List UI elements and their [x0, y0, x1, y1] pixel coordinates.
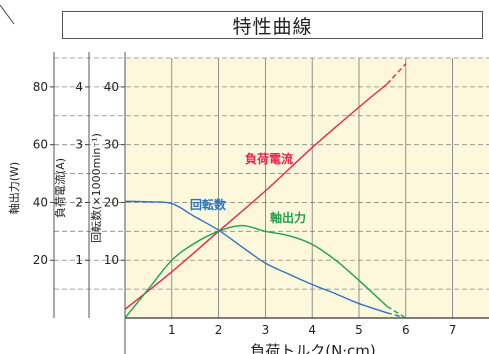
y-tick-label: 3 [75, 138, 83, 152]
corner-decoration [0, 4, 15, 25]
plot-background [125, 58, 489, 318]
chart-title: 特性曲線 [62, 11, 483, 39]
y-tick-label: 80 [33, 80, 48, 94]
y-tick-label: 2 [75, 195, 83, 209]
y-tick-label: 20 [104, 195, 119, 209]
series-layer [124, 63, 407, 319]
series-1 [124, 63, 407, 310]
label-layer: 20 40 60 80 軸出力(W) 1 2 3 4 負荷電流(A) 10 20 30 40 回転数(×10… [7, 80, 456, 354]
series-line-dashed [386, 63, 407, 85]
x-tick-label: 6 [402, 323, 410, 337]
series-annotation-1: 負荷電流 [245, 151, 293, 166]
series-line-solid [124, 224, 388, 319]
y-axis-title-1: 軸出力(W) [7, 162, 21, 214]
y-tick-label: 1 [75, 253, 83, 267]
series-line-dashed [386, 305, 407, 319]
x-tick-label: 2 [215, 323, 223, 337]
series-3 [124, 224, 407, 319]
y-tick-label: 10 [104, 253, 119, 267]
series-line-solid [124, 200, 388, 314]
x-axis-title: 負荷トルク(N·cm) [250, 342, 376, 354]
x-tick-label: 5 [355, 323, 363, 337]
y-tick-label: 60 [33, 138, 48, 152]
y-axis-title-3: 回転数(×1000min⁻¹) [90, 133, 103, 243]
y-tick-label: 4 [75, 80, 83, 94]
y-tick-label: 30 [104, 138, 119, 152]
series-annotation-2: 回転数 [190, 197, 227, 212]
axis-layer [50, 52, 489, 354]
x-tick-label: 4 [308, 323, 316, 337]
y-tick-label: 20 [33, 253, 48, 267]
x-tick-label: 7 [449, 323, 457, 337]
y-tick-label: 40 [33, 195, 48, 209]
x-tick-label: 3 [262, 323, 270, 337]
y-axis-title-2: 負荷電流(A) [53, 158, 67, 218]
y-tick-label: 40 [104, 80, 119, 94]
grid-layer [54, 57, 489, 318]
series-line-solid [124, 83, 388, 310]
x-tick-label: 1 [168, 323, 176, 337]
series-annotation-3: 軸出力 [270, 210, 306, 225]
